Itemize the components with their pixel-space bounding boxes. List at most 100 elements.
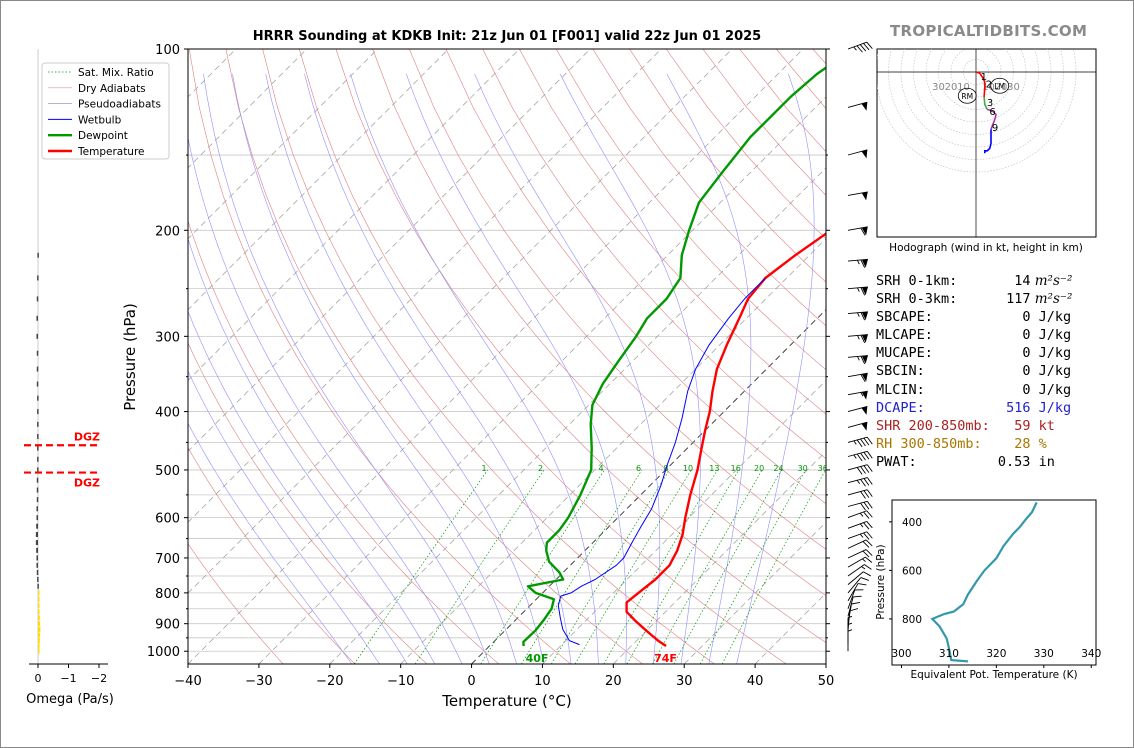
- isotherm-line: [188, 49, 662, 523]
- barb-staff: [847, 258, 868, 262]
- isotherm-line: [329, 167, 826, 664]
- param-unit: m²s⁻²: [1030, 291, 1073, 308]
- skewt-plot-area: 1 2 4 6 8 10 13 16 20 24 30 36: [188, 49, 826, 664]
- omega-bar: [36, 555, 38, 561]
- omega-bar: [38, 590, 40, 596]
- mixing-ratio-line: [550, 469, 670, 664]
- omega-bar: [36, 487, 39, 493]
- skewt-legend: Sat. Mix. Ratio Dry Adiabats Pseudoadiabat…: [41, 62, 170, 160]
- theta-e-area: [930, 501, 1038, 663]
- barb-staff: [847, 101, 868, 108]
- surface-temperature-label: 74F: [654, 652, 677, 665]
- barb-full: [863, 511, 870, 519]
- param-row: MUCAPE: 0 J/kg: [876, 344, 1072, 362]
- barb-full: [862, 550, 870, 558]
- hodograph-ring-label: 10: [982, 82, 995, 93]
- barb-staff: [847, 405, 868, 413]
- barb-half: [853, 454, 857, 459]
- param-value: 28: [1014, 435, 1031, 452]
- barb-half: [857, 312, 860, 317]
- legend-entry: Sat. Mix. Ratio: [78, 67, 154, 79]
- barb-staff: [847, 564, 865, 577]
- barb-staff: [847, 464, 868, 471]
- omega-bar: [38, 615, 40, 621]
- isotherm-line: [188, 49, 449, 311]
- wind-barb: [847, 436, 873, 448]
- param-value: 14: [1014, 273, 1031, 289]
- skewt-x-tick-label: 50: [818, 674, 835, 689]
- wind-barb: [847, 629, 853, 652]
- wind-barb: [847, 549, 873, 559]
- param-row: PWAT: 0.53 in: [876, 453, 1072, 471]
- mixing-ratio-label: 20: [754, 464, 764, 473]
- param-row: DCAPE: 516 J/kg: [876, 399, 1072, 417]
- barb-flag: [861, 355, 868, 364]
- isotherm-line: [471, 308, 826, 664]
- wind-barb: [847, 258, 868, 268]
- barb-full: [856, 45, 863, 53]
- isotherm-line: [188, 49, 733, 594]
- moist-adiabat-line: [188, 370, 380, 664]
- barb-full: [860, 312, 866, 321]
- isotherm-line: [188, 49, 591, 452]
- legend-entry: Dewpoint: [78, 130, 128, 142]
- param-label: SHR 200-850mb:: [876, 417, 990, 434]
- legend-box: [41, 62, 170, 160]
- mixing-ratio-line: [626, 469, 740, 664]
- barb-full: [860, 452, 866, 461]
- moist-adiabat-line: [203, 73, 490, 664]
- param-label: SRH 0-3km:: [876, 291, 958, 308]
- omega-bar: [37, 583, 39, 589]
- barb-full: [860, 259, 866, 268]
- wind-barb: [847, 500, 873, 511]
- wind-barb: [847, 372, 868, 383]
- skewt-ylabel: Pressure (hPa): [121, 303, 139, 411]
- dry-adiabat-line: [445, 49, 826, 505]
- omega-bar: [36, 381, 39, 387]
- mixing-ratio-label: 2: [538, 464, 543, 473]
- wind-barb: [847, 531, 873, 540]
- param-unit: in: [1030, 453, 1055, 470]
- barb-staff: [847, 531, 867, 540]
- moist-adiabat-line: [188, 422, 353, 664]
- omega-bar: [37, 456, 39, 462]
- isotherm-line: [613, 450, 826, 664]
- barb-full: [862, 541, 870, 548]
- param-row: SBCIN: 0 J/kg: [876, 362, 1072, 380]
- param-label: RH 300-850mb:: [876, 435, 982, 452]
- barb-staff: [847, 539, 867, 549]
- barb-full: [856, 439, 863, 448]
- barb-half: [853, 440, 857, 445]
- param-value: 117: [1006, 291, 1031, 308]
- barb-full: [859, 44, 867, 52]
- omega-tick-label: −2: [91, 672, 107, 685]
- omega-bar: [38, 638, 40, 644]
- param-unit: J/kg: [1030, 327, 1072, 344]
- theta-e-x-tick-label: 340: [1081, 648, 1101, 660]
- skewt-background: [188, 49, 826, 664]
- barb-staff: [847, 577, 862, 594]
- param-label: MUCAPE:: [876, 345, 933, 362]
- omega-tick-label: 0: [35, 672, 42, 685]
- barb-half: [847, 615, 853, 619]
- barb-staff: [847, 436, 868, 443]
- param-label: PWAT:: [876, 453, 917, 470]
- hodograph-ring-label: 20: [945, 82, 958, 93]
- skewt-x-tick-label: 20: [605, 674, 622, 689]
- hodograph-ring-label: 30: [932, 82, 945, 93]
- skewt-y-tick-label: 900: [155, 618, 180, 633]
- mixing-ratio-line: [414, 469, 545, 664]
- mixing-ratio-label: 24: [773, 464, 783, 473]
- barb-flag: [861, 391, 868, 400]
- skewt-y-tick-label: 800: [155, 587, 180, 602]
- barb-full: [863, 478, 870, 486]
- wind-barb: [847, 608, 859, 631]
- isotherm-line: [258, 96, 826, 664]
- omega-bar: [36, 350, 39, 356]
- omega-xlabel: Omega (Pa/s): [26, 692, 114, 707]
- wind-barb: [847, 450, 873, 462]
- skewt-x-tick-label: −30: [245, 674, 272, 689]
- moist-adiabat-line: [304, 73, 572, 664]
- barb-flag: [861, 191, 868, 201]
- skewt-x-tick-label: 40: [747, 674, 764, 689]
